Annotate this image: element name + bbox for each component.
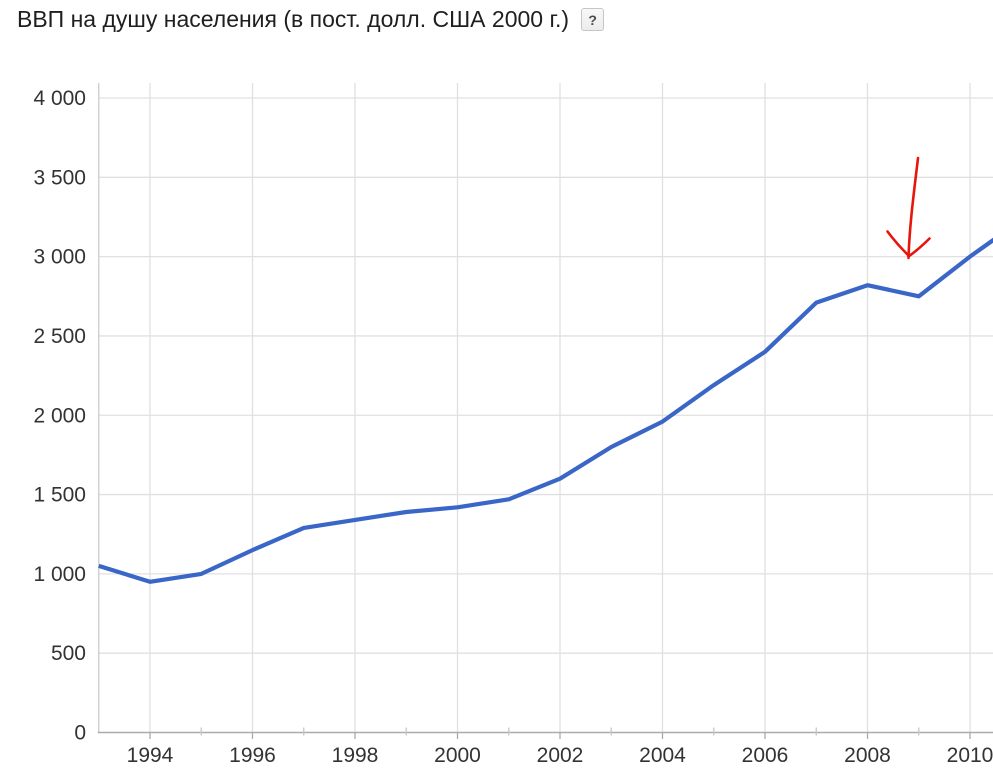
x-tick-label: 2000 [434, 744, 481, 767]
y-tick-label: 4 000 [33, 87, 86, 110]
x-tick-label: 2006 [742, 744, 789, 767]
x-tick-label: 2010 [947, 744, 993, 767]
gdp-series-line [98, 237, 993, 584]
chart-layer: 4 000 3 500 3 000 2 500 2 000 1 500 1 000 500 0 1… [33, 83, 993, 767]
x-tick-label: 1996 [229, 744, 276, 767]
y-tick-label: 0 [74, 722, 86, 745]
y-tick-label: 500 [51, 642, 86, 665]
red-arrow-annotation [886, 156, 931, 260]
y-tick-label: 1 500 [33, 484, 86, 507]
y-tick-label: 2 000 [33, 404, 86, 427]
x-tick-label: 2008 [844, 744, 891, 767]
chart-title: ВВП на душу населения (в пост. долл. США… [17, 6, 570, 32]
y-tick-label: 2 500 [33, 325, 86, 348]
y-tick-label: 3 000 [33, 246, 86, 269]
x-tick-label: 2002 [537, 744, 584, 767]
x-tick-label: 1998 [332, 744, 379, 767]
x-tick-label: 2004 [639, 744, 686, 767]
chart-header: ВВП на душу населения (в пост. долл. США… [17, 6, 605, 33]
help-button[interactable]: ? [581, 8, 605, 31]
x-tick-label: 1994 [127, 744, 174, 767]
y-tick-label: 3 500 [33, 166, 86, 189]
y-tick-label: 1 000 [33, 563, 86, 586]
